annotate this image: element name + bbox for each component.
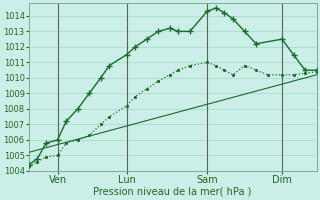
X-axis label: Pression niveau de la mer( hPa ): Pression niveau de la mer( hPa ) <box>93 187 252 197</box>
